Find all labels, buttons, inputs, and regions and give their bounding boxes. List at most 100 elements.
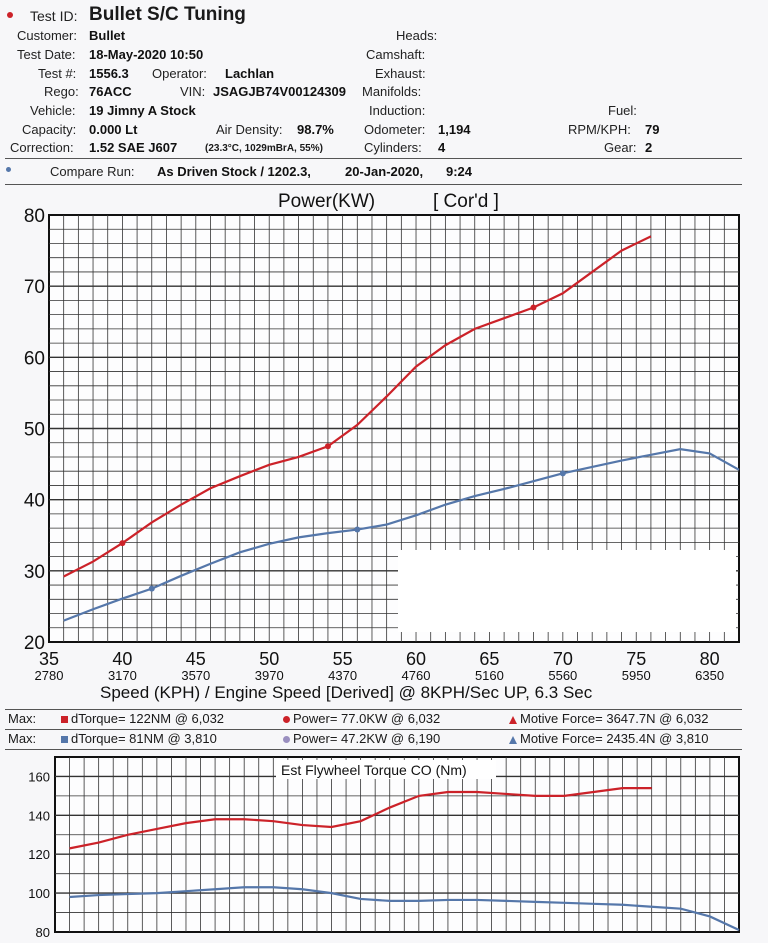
torque-chart-title: Est Flywheel Torque CO (Nm) [281, 762, 467, 778]
power-x-rpm-label: 6350 [695, 668, 724, 683]
power-series-marker [530, 304, 537, 311]
fuel-label: Fuel: [608, 103, 637, 118]
power-x-tick-label: 40 [112, 649, 132, 669]
power-x-rpm-label: 2780 [35, 668, 64, 683]
power-series-marker [324, 443, 331, 450]
power-x-tick-label: 55 [333, 649, 353, 669]
power-series-marker [148, 585, 155, 592]
vin-value: JSAGJB74V00124309 [213, 84, 346, 99]
rego-label: Rego: [44, 84, 79, 99]
test-date-value: 18-May-2020 10:50 [89, 47, 204, 62]
power-x-rpm-label: 3170 [108, 668, 137, 683]
compare-run-label: Compare Run: [50, 164, 135, 179]
max-run-label: Max: [8, 711, 37, 726]
compare-run-date: 20-Jan-2020, [345, 164, 424, 179]
camshaft-label: Camshaft: [366, 47, 426, 62]
correction-label: Correction: [10, 140, 74, 155]
vehicle-label: Vehicle: [30, 103, 76, 118]
power-y-tick-label: 50 [24, 420, 45, 441]
power-x-rpm-label: 5950 [622, 668, 651, 683]
power-x-tick-label: 35 [39, 649, 59, 669]
correction-value: 1.52 SAE J607 [89, 140, 178, 155]
max-run-torque: dTorque= 122NM @ 6,032 [61, 711, 224, 726]
square-marker-icon [61, 716, 68, 724]
heads-label: Heads: [396, 28, 438, 43]
capacity-value: 0.000 Lt [89, 122, 138, 137]
compare-indicator-dot [6, 167, 11, 172]
run-indicator-dot [7, 12, 13, 18]
max-bottom-divider [5, 749, 742, 750]
manifolds-label: Manifolds: [362, 84, 422, 99]
power-x-rpm-label: 5160 [475, 668, 504, 683]
rego-value: 76ACC [89, 84, 132, 99]
exhaust-label: Exhaust: [375, 66, 426, 81]
power-y-tick-label: 80 [24, 206, 45, 227]
customer-value: Bullet [89, 28, 126, 43]
power-y-tick-label: 30 [24, 562, 45, 583]
power-x-tick-label: 75 [626, 649, 646, 669]
correction-detail: (23.3°C, 1029mBrA, 55%) [205, 143, 323, 154]
torque-series-line-1 [69, 886, 740, 932]
compare-run-time: 9:24 [446, 164, 473, 179]
power-series-marker [119, 540, 126, 547]
max-compare-label: Max: [8, 731, 37, 746]
power-chart-title: Power(KW) [278, 191, 375, 212]
power-x-tick-label: 80 [700, 649, 720, 669]
power-series-marker [559, 470, 566, 477]
torque-plot-area [54, 756, 740, 933]
triangle-marker-icon [509, 735, 517, 744]
torque-y-tick-label: 100 [28, 886, 50, 901]
power-x-rpm-label: 4760 [402, 668, 431, 683]
compare-run-value: As Driven Stock / 1202.3, [157, 164, 311, 179]
torque-y-tick-label: 140 [28, 808, 50, 823]
torque-y-tick-label: 160 [28, 769, 50, 784]
power-x-rpm-label: 4370 [328, 668, 357, 683]
vin-label: VIN: [180, 84, 206, 99]
power-series-line-0 [63, 235, 652, 578]
cylinders-value: 4 [438, 140, 446, 155]
torque-title-box [276, 760, 496, 779]
max-top-divider [5, 709, 742, 710]
circle-marker-icon [283, 736, 290, 744]
test-id-value: Bullet S/C Tuning [89, 4, 246, 25]
torque-series-line-0 [69, 787, 652, 850]
rpm-kph-value: 79 [645, 122, 660, 137]
max-compare-power: Power= 47.2KW @ 6,190 [283, 731, 440, 746]
air-density-value: 98.7% [297, 122, 334, 137]
square-marker-icon [61, 736, 68, 744]
vehicle-value: 19 Jimny A Stock [89, 103, 196, 118]
header-divider [5, 158, 742, 159]
max-row-run: Max: [8, 711, 36, 726]
power-x-rpm-label: 3570 [181, 668, 210, 683]
power-y-tick-label: 20 [24, 633, 45, 654]
power-x-tick-label: 60 [406, 649, 426, 669]
test-number-value: 1556.3 [89, 66, 129, 81]
triangle-marker-icon [509, 715, 517, 724]
power-series-line-1 [63, 448, 740, 622]
torque-y-tick-label: 80 [36, 925, 50, 940]
test-date-label: Test Date: [17, 47, 76, 62]
power-chart-title-suffix: [ Cor'd ] [433, 191, 499, 212]
max-run-force: Motive Force= 3647.7N @ 6,032 [509, 711, 708, 726]
operator-value: Lachlan [225, 66, 275, 81]
customer-label: Customer: [17, 28, 77, 43]
odometer-label: Odometer: [364, 122, 426, 137]
gear-label: Gear: [604, 140, 637, 155]
power-x-tick-label: 45 [186, 649, 206, 669]
max-mid-divider [5, 729, 742, 730]
operator-label: Operator: [152, 66, 207, 81]
max-row-compare: Max: [8, 731, 36, 746]
power-x-tick-label: 50 [259, 649, 279, 669]
gear-value: 2 [645, 140, 653, 155]
cylinders-label: Cylinders: [364, 140, 422, 155]
power-y-tick-label: 40 [24, 491, 45, 512]
compare-divider [5, 184, 742, 185]
max-run-power: Power= 77.0KW @ 6,032 [283, 711, 440, 726]
power-chart-x-axis-label: Speed (KPH) / Engine Speed [Derived] @ 8… [100, 683, 593, 702]
test-number-label: Test #: [38, 66, 77, 81]
odometer-value: 1,194 [438, 122, 471, 137]
max-compare-force: Motive Force= 2435.4N @ 3,810 [509, 731, 708, 746]
induction-label: Induction: [369, 103, 426, 118]
capacity-label: Capacity: [22, 122, 77, 137]
power-y-tick-label: 70 [24, 277, 45, 298]
